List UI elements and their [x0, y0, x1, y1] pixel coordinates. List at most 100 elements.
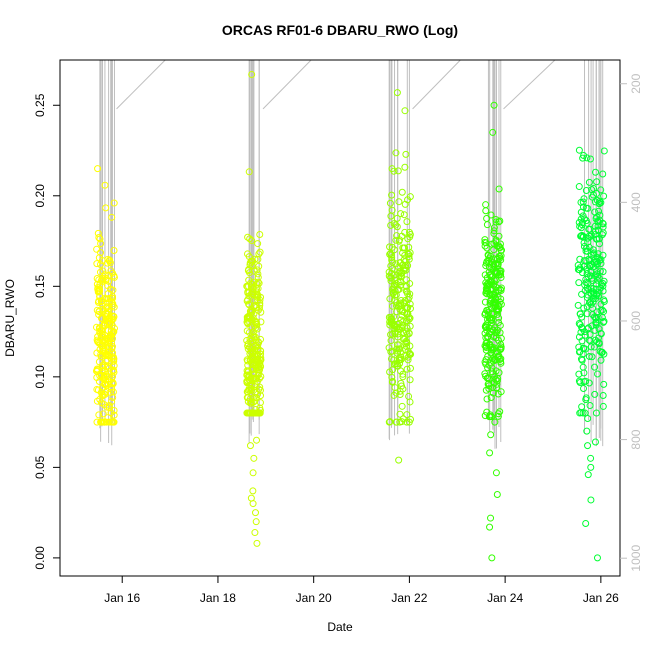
data-point [483, 281, 491, 289]
data-point [388, 254, 396, 262]
data-point [397, 210, 405, 218]
data-point [596, 199, 604, 207]
data-point [486, 271, 494, 279]
data-point [405, 418, 413, 426]
data-point [600, 147, 608, 155]
data-point [485, 374, 493, 382]
data-point [392, 149, 400, 157]
data-point [491, 260, 499, 268]
data-point [403, 276, 411, 284]
data-point [593, 257, 601, 265]
data-point [254, 409, 262, 417]
data-point [387, 262, 395, 270]
data-point [396, 410, 404, 418]
data-point [481, 236, 489, 244]
data-point [582, 204, 590, 212]
chart-title: ORCAS RF01-6 DBARU_RWO (Log) [222, 22, 458, 38]
data-point [597, 256, 605, 264]
data-point [580, 215, 588, 223]
data-point [399, 373, 407, 381]
data-point-outlier [246, 442, 254, 450]
data-point [399, 370, 407, 378]
data-point [102, 351, 110, 359]
data-point [495, 302, 503, 310]
data-point [591, 390, 599, 398]
data-point [599, 170, 607, 178]
data-point [585, 352, 593, 360]
data-point [589, 246, 597, 254]
data-point [495, 318, 503, 326]
y2-tick-label: 400 [629, 192, 643, 212]
data-point [110, 313, 118, 321]
data-point [595, 288, 603, 296]
data-point [490, 227, 498, 235]
data-point-outlier [252, 518, 260, 526]
data-point [392, 360, 400, 368]
data-point [575, 333, 583, 341]
data-point-outlier [587, 463, 595, 471]
data-point [254, 341, 262, 349]
data-point [580, 195, 588, 203]
data-point [254, 240, 262, 248]
data-point [245, 265, 253, 273]
data-point [104, 317, 112, 325]
data-point-outlier [486, 523, 494, 531]
data-point [245, 300, 253, 308]
data-point [482, 334, 490, 342]
data-point [405, 329, 413, 337]
data-point [493, 269, 501, 277]
data-point [95, 276, 103, 284]
data-point [396, 391, 404, 399]
data-point [96, 329, 104, 337]
data-point [592, 409, 600, 417]
data-point [396, 359, 404, 367]
data-point [100, 371, 108, 379]
data-point [580, 304, 588, 312]
data-point [576, 222, 584, 230]
data-point [578, 323, 586, 331]
x-tick-label: Jan 26 [583, 591, 619, 605]
data-point [108, 213, 116, 221]
data-point [395, 198, 403, 206]
data-point-outlier [253, 436, 261, 444]
data-point [485, 306, 493, 314]
data-point [110, 411, 118, 419]
data-point [590, 249, 598, 257]
data-point [252, 320, 260, 328]
data-point-outlier [395, 456, 403, 464]
data-point [600, 317, 608, 325]
data-point [244, 398, 252, 406]
data-point [385, 272, 393, 280]
data-point [99, 274, 107, 282]
data-point [107, 267, 115, 275]
data-point [580, 378, 588, 386]
data-point [495, 314, 503, 322]
data-point [99, 410, 107, 418]
data-point [108, 397, 116, 405]
data-point [93, 260, 101, 268]
data-point [96, 261, 104, 269]
data-point [95, 308, 103, 316]
data-point [599, 402, 607, 410]
data-point [482, 360, 490, 368]
data-point [243, 327, 251, 335]
y-tick-label: 0.00 [33, 546, 47, 570]
data-point [100, 418, 108, 426]
data-point [482, 289, 490, 297]
data-point [496, 240, 504, 248]
data-point [387, 348, 395, 356]
data-point-outlier [487, 514, 495, 522]
data-point [96, 395, 104, 403]
data-point [246, 343, 254, 351]
data-point-outlier [582, 519, 590, 527]
data-point-layer [92, 70, 608, 562]
data-point [103, 403, 111, 411]
altitude-transit-line [116, 59, 166, 110]
data-point [483, 244, 491, 252]
data-point [487, 273, 495, 281]
data-point [109, 294, 117, 302]
x-tick-label: Jan 22 [391, 591, 427, 605]
data-point [97, 240, 105, 248]
data-point-outlier [593, 554, 601, 562]
data-point [482, 386, 490, 394]
